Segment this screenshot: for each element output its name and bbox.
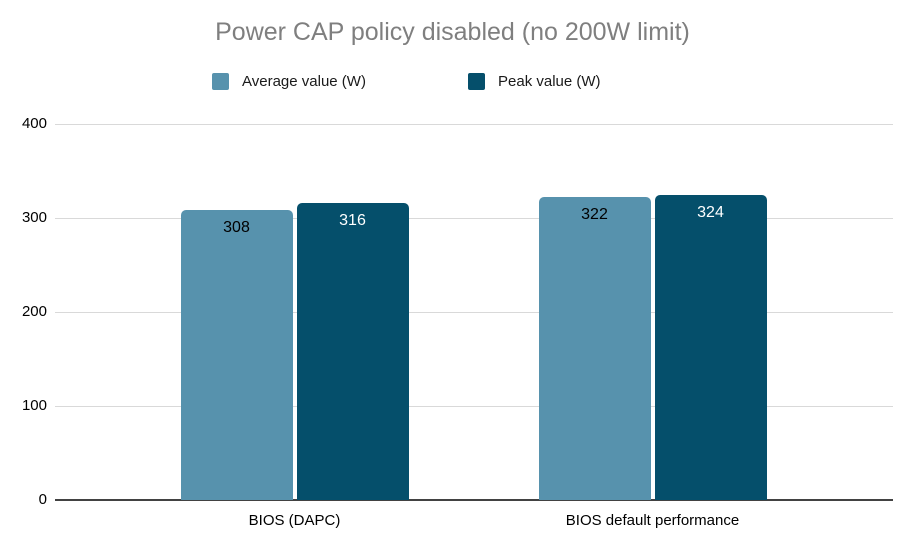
legend-item-average: Average value (W) <box>212 71 366 91</box>
legend-swatch-average <box>212 72 229 90</box>
x-axis-baseline <box>55 499 893 501</box>
y-axis-tick-label-400: 400 <box>21 115 47 132</box>
x-axis-category-label-bios-dapc: BIOS (DAPC) <box>248 512 341 529</box>
bar-value-label: 316 <box>339 211 366 229</box>
legend-label-average: Average value (W) <box>242 72 366 90</box>
bar-value-label: 308 <box>223 219 250 237</box>
y-axis-tick-label-300: 300 <box>21 209 47 226</box>
gridline-100 <box>55 406 893 407</box>
bar-peak-value-w-bios-default-performance: 324 <box>654 195 767 500</box>
legend-swatch-peak <box>468 72 485 90</box>
gridline-200 <box>55 312 893 313</box>
y-axis-tick-label-200: 200 <box>21 303 47 320</box>
bar-peak-value-w-bios-dapc: 316 <box>296 202 409 500</box>
bar-average-value-w-bios-default-performance: 322 <box>538 197 651 500</box>
bar-value-label: 322 <box>581 206 608 224</box>
x-axis-category-label-bios-default-performance: BIOS default performance <box>565 512 740 529</box>
legend-item-peak: Peak value (W) <box>468 71 601 91</box>
gridline-300 <box>55 218 893 219</box>
legend-label-peak: Peak value (W) <box>498 72 601 90</box>
chart-title: Power CAP policy disabled (no 200W limit… <box>215 18 690 46</box>
bar-value-label: 324 <box>697 204 724 222</box>
y-axis-tick-label-100: 100 <box>21 397 47 414</box>
gridline-400 <box>55 124 893 125</box>
y-axis-tick-label-0: 0 <box>38 491 47 508</box>
bar-average-value-w-bios-dapc: 308 <box>180 210 293 500</box>
